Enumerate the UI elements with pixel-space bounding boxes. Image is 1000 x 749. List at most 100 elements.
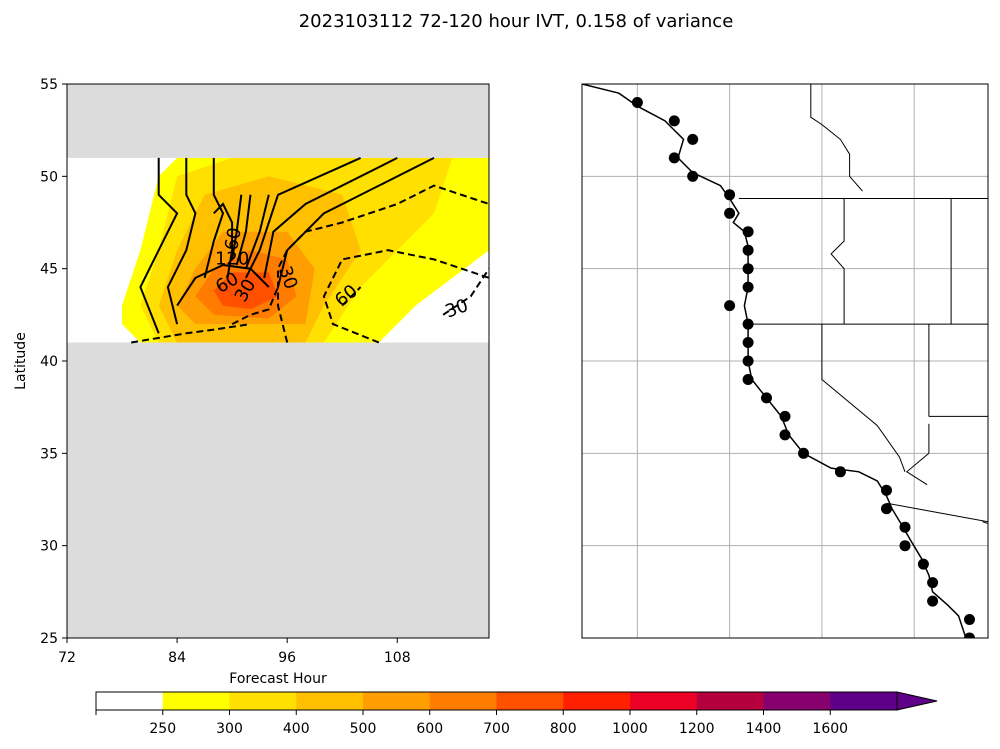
map-point bbox=[631, 97, 643, 108]
y-tick-label: 30 bbox=[40, 539, 58, 555]
map-point bbox=[834, 466, 846, 478]
map-frame bbox=[581, 83, 989, 639]
positive-contour-line bbox=[245, 156, 362, 279]
map-point bbox=[779, 410, 791, 422]
colorbar-segment bbox=[162, 692, 230, 710]
map-point bbox=[917, 558, 929, 570]
y-tick-label: 50 bbox=[40, 169, 58, 185]
positive-contour-line bbox=[263, 157, 398, 279]
negative-contour-line bbox=[442, 268, 489, 316]
colorbar-segment bbox=[696, 692, 764, 710]
negative-contour-line bbox=[277, 184, 489, 343]
map-point bbox=[742, 244, 754, 256]
colorbar-segment bbox=[429, 692, 497, 710]
negative-contour-line bbox=[131, 323, 251, 344]
colorbar-tick-label: 1200 bbox=[679, 721, 715, 737]
colorbar-segment bbox=[363, 692, 431, 710]
map-point bbox=[724, 207, 736, 219]
map-point bbox=[927, 577, 939, 589]
map-point bbox=[724, 189, 736, 201]
positive-contour-line bbox=[244, 194, 270, 270]
ivt-contour-lines bbox=[131, 156, 489, 344]
y-tick-label: 55 bbox=[40, 77, 58, 93]
x-tick-label: 84 bbox=[168, 650, 186, 666]
map-point bbox=[742, 318, 754, 330]
map-point bbox=[687, 170, 699, 182]
positive-contour-line bbox=[166, 157, 197, 325]
positive-contour-line bbox=[139, 157, 179, 334]
map-point bbox=[668, 152, 680, 164]
map-point bbox=[724, 300, 736, 312]
state-border bbox=[982, 521, 988, 524]
map-point bbox=[798, 447, 809, 459]
colorbar-tick-label: 800 bbox=[550, 721, 577, 737]
x-tick-label: 108 bbox=[384, 650, 411, 666]
positive-contour-line bbox=[231, 194, 243, 260]
colorbar-tick-label: 600 bbox=[416, 721, 443, 737]
masked-band-0 bbox=[67, 342, 489, 638]
map-point bbox=[964, 614, 975, 625]
masked-bands bbox=[67, 84, 489, 638]
colorbar-tick-label: 400 bbox=[283, 721, 310, 737]
map-point bbox=[687, 133, 699, 145]
colorbar-tick-label: 500 bbox=[350, 721, 377, 737]
state-border bbox=[830, 198, 845, 325]
contour-label: 120 bbox=[215, 248, 249, 269]
colorbar-segment bbox=[229, 692, 297, 710]
negative-contour-line bbox=[322, 249, 489, 344]
colorbar-tick-label: 300 bbox=[216, 721, 243, 737]
y-axis-ticks: 25 30 35 40 45 50 55 bbox=[40, 77, 67, 647]
contour-label: 60 bbox=[221, 226, 246, 252]
y-tick-label: 35 bbox=[40, 446, 58, 462]
colorbar-segment bbox=[496, 692, 564, 710]
y-tick-label: 25 bbox=[40, 631, 58, 647]
colorbar-segment bbox=[296, 692, 364, 710]
x-tick-label: 72 bbox=[58, 650, 76, 666]
map-point bbox=[927, 595, 939, 607]
map-point bbox=[668, 115, 680, 127]
map-point bbox=[742, 374, 754, 385]
colorbar-tick-label: 1600 bbox=[812, 721, 848, 737]
colorbar-tick-label: 700 bbox=[483, 721, 510, 737]
positive-contour-line bbox=[213, 202, 234, 279]
positive-contour-line bbox=[176, 263, 270, 307]
colorbar-segment bbox=[763, 692, 831, 710]
colorbar-segment bbox=[630, 692, 698, 710]
y-tick-label: 40 bbox=[40, 354, 58, 370]
map-point bbox=[899, 540, 911, 552]
map-panel bbox=[581, 83, 989, 639]
colorbar-extend-arrow bbox=[896, 691, 938, 711]
x-axis-ticks: 72 84 96 108 bbox=[58, 638, 411, 666]
negative-contour-line bbox=[341, 286, 362, 307]
positive-contour-line bbox=[203, 157, 225, 279]
y-tick-label: 45 bbox=[40, 262, 58, 278]
colorbar-segment bbox=[830, 692, 898, 710]
map-point bbox=[779, 429, 791, 441]
x-tick-label: 96 bbox=[278, 650, 296, 666]
map-point bbox=[899, 521, 911, 533]
x-axis-label: Forecast Hour bbox=[229, 671, 327, 687]
figure-title: 2023103112 72-120 hour IVT, 0.158 of var… bbox=[299, 11, 734, 32]
state-border bbox=[886, 502, 988, 523]
map-point bbox=[742, 337, 754, 348]
state-border bbox=[905, 452, 930, 486]
map-point bbox=[881, 503, 892, 515]
map-point bbox=[742, 281, 754, 293]
colorbar-segment bbox=[563, 692, 631, 710]
map-point bbox=[742, 226, 754, 238]
positive-contour-line bbox=[235, 194, 252, 266]
colorbar-segment bbox=[96, 692, 164, 710]
map-points bbox=[631, 97, 975, 638]
masked-band-1 bbox=[67, 84, 489, 158]
colorbar-tick-label: 1400 bbox=[746, 721, 782, 737]
map-point bbox=[964, 632, 975, 638]
colorbar: 250 300 400 500 600 700 800 1000 1200 1400 1600 bbox=[95, 691, 938, 737]
state-border bbox=[821, 324, 906, 472]
map-point bbox=[761, 392, 772, 404]
colorbar-tick-label: 250 bbox=[149, 721, 176, 737]
state-border bbox=[810, 84, 863, 192]
y-axis-label: Latitude bbox=[13, 332, 29, 390]
colorbar-tick-label: 1000 bbox=[612, 721, 648, 737]
